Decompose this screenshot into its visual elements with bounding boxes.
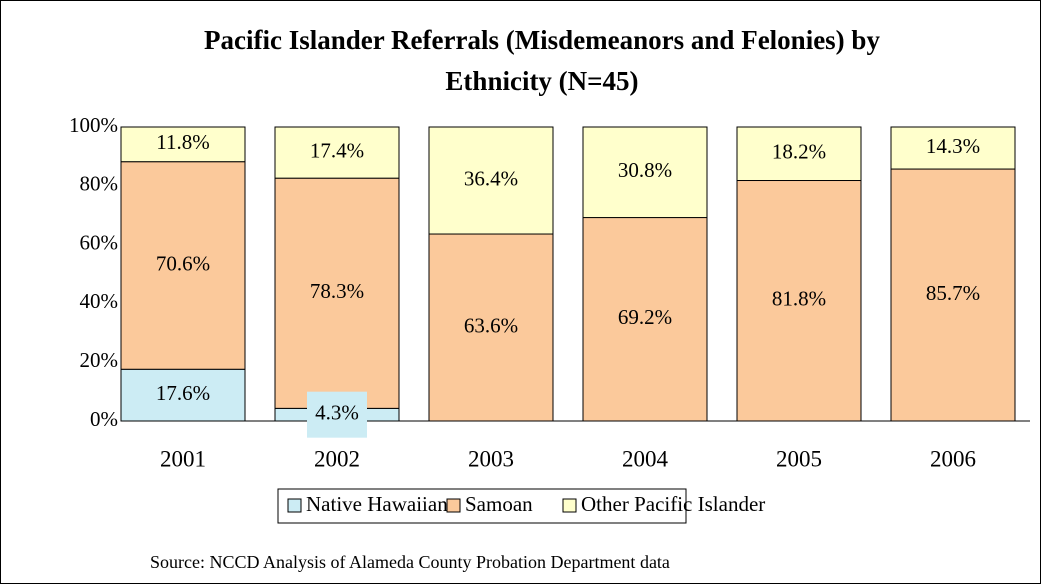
data-label: 11.8% (156, 130, 209, 154)
legend-swatch (287, 498, 302, 513)
data-label: 30.8% (618, 158, 672, 182)
x-tick-label: 2006 (930, 446, 976, 471)
bar-segment (120, 161, 246, 370)
data-label: 78.3% (310, 279, 364, 303)
data-label: 85.7% (926, 281, 980, 305)
legend-label: Native Hawaiian (306, 492, 448, 516)
data-label-bg (153, 372, 213, 419)
bar-segment (736, 126, 862, 182)
source-note: Source: NCCD Analysis of Alameda County … (150, 552, 670, 572)
y-tick-label: 0% (90, 407, 118, 431)
y-tick-label: 20% (80, 348, 119, 372)
legend-swatch (446, 498, 461, 513)
x-tick-label: 2001 (160, 446, 206, 471)
y-tick-label: 100% (69, 113, 118, 137)
bar-segment (274, 177, 400, 409)
data-label-bg (307, 391, 367, 438)
data-label: 4.3% (315, 400, 359, 424)
x-tick-label: 2005 (776, 446, 822, 471)
y-tick-label: 40% (80, 289, 119, 313)
x-tick-label: 2003 (468, 446, 514, 471)
data-label: 18.2% (772, 140, 826, 164)
chart-title: Pacific Islander Referrals (Misdemeanors… (204, 25, 880, 55)
bar-segment (890, 168, 1016, 422)
bar-segment (890, 126, 1016, 170)
bar-segment (120, 126, 246, 163)
data-label: 36.4% (464, 166, 518, 190)
legend-label: Samoan (465, 492, 533, 516)
data-label: 69.2% (618, 305, 672, 329)
bar-segment (736, 180, 862, 422)
data-label: 14.3% (926, 134, 980, 158)
bar-segment (428, 126, 554, 235)
data-label: 63.6% (464, 313, 518, 337)
x-tick-label: 2004 (622, 446, 669, 471)
legend-box (277, 488, 687, 524)
y-tick-label: 60% (80, 230, 119, 254)
data-label: 70.6% (156, 251, 210, 275)
data-label: 81.8% (772, 287, 826, 311)
legend-label: Other Pacific Islander (581, 492, 765, 516)
legend-swatch (562, 498, 577, 513)
x-tick-label: 2002 (314, 446, 360, 471)
bar-segment (582, 217, 708, 422)
y-tick-label: 80% (80, 172, 119, 196)
chart-subtitle: Ethnicity (N=45) (445, 66, 638, 96)
data-label: 17.6% (156, 381, 210, 405)
bar-segment (274, 126, 400, 179)
data-label: 17.4% (310, 138, 364, 162)
bar-segment (582, 126, 708, 219)
